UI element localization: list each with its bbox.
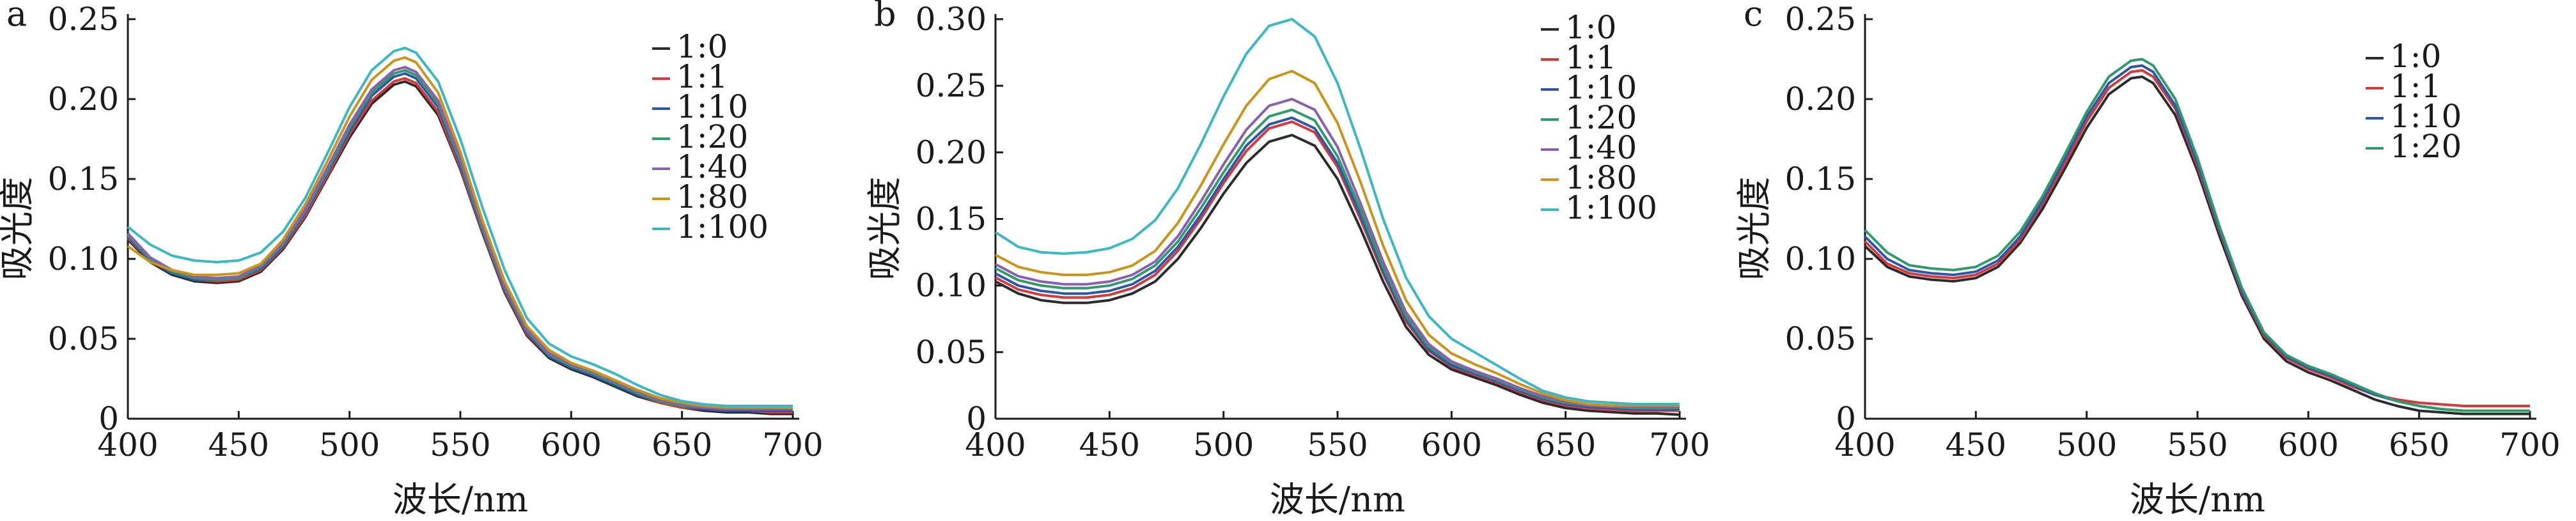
y-tick-label: 0.05 <box>1785 320 1856 357</box>
x-tick-label: 400 <box>97 426 158 463</box>
series-line-1-80 <box>995 70 1680 407</box>
x-tick-label: 450 <box>1079 426 1140 463</box>
y-tick-label: 0.10 <box>48 240 119 277</box>
y-axis-title: 吸光度 <box>1734 177 1774 281</box>
legend-label: 1:0 <box>1565 9 1616 46</box>
y-tick-label: 0.10 <box>1785 240 1856 277</box>
x-tick-label: 400 <box>1834 426 1895 463</box>
legend: 1:01:11:101:20 <box>2366 38 2462 165</box>
legend-label: 1:40 <box>1565 129 1637 166</box>
legend-label: 1:10 <box>2390 98 2462 135</box>
legend-label: 1:0 <box>676 28 728 65</box>
legend-label: 1:20 <box>2390 128 2462 165</box>
x-tick-label: 500 <box>319 426 380 463</box>
y-axis-title: 吸光度 <box>864 177 905 281</box>
x-tick-label: 650 <box>2389 426 2449 463</box>
series-line-1-1 <box>995 120 1680 412</box>
legend-label: 1:40 <box>676 148 748 185</box>
series-line-1-100 <box>994 18 1680 406</box>
panel-letter: c <box>1744 0 1763 34</box>
legend-label: 1:10 <box>676 88 748 125</box>
y-tick-label: 0 <box>1836 400 1856 437</box>
x-axis-title: 波长/nm <box>393 479 528 520</box>
series-line-1-80 <box>127 56 793 409</box>
legend-label: 1:80 <box>676 178 748 215</box>
series-line-1-0 <box>1864 75 2530 416</box>
y-tick-label: 0 <box>966 400 987 437</box>
chart-panel-b: b 400 450 500 550 600 650 700 0 0.05 0.10 0.15 0.20 0… <box>864 0 1710 520</box>
legend-label: 1:1 <box>1565 39 1616 76</box>
x-axis-title: 波长/nm <box>1270 479 1405 520</box>
chart-panel-a: a 400 450 500 550 600 650 700 0 0.05 0.10 0.15 0.20 0… <box>0 0 824 520</box>
y-axis-title: 吸光度 <box>0 177 37 281</box>
x-tick-label: 450 <box>1946 426 2006 463</box>
x-tick-label: 700 <box>762 426 823 463</box>
series-line-1-100 <box>127 47 793 407</box>
x-tick-label: 500 <box>2056 426 2117 463</box>
x-tick-label: 600 <box>2278 426 2339 463</box>
legend-label: 1:100 <box>1565 189 1657 226</box>
x-tick-label: 650 <box>1535 426 1596 463</box>
x-axis-title: 波长/nm <box>2130 479 2265 520</box>
y-tick-label: 0.15 <box>48 160 119 198</box>
series-line-1-10 <box>995 116 1680 411</box>
series-line-1-40 <box>127 66 793 410</box>
x-tick-label: 500 <box>1193 426 1254 463</box>
x-tick-label: 700 <box>2499 426 2560 463</box>
x-tick-label: 700 <box>1649 426 1710 463</box>
legend-label: 1:0 <box>2390 38 2441 75</box>
y-tick-label: 0 <box>98 400 119 437</box>
legend: 1:01:11:101:201:401:801:100 <box>1541 9 1657 226</box>
y-tick-label: 0.20 <box>916 134 987 171</box>
legend-label: 1:10 <box>1565 69 1637 106</box>
panel-letter: a <box>6 0 27 34</box>
y-tick-label: 0.25 <box>1785 1 1856 38</box>
x-tick-label: 550 <box>430 426 490 463</box>
legend-label: 1:1 <box>676 58 728 95</box>
x-tick-label: 600 <box>541 426 602 463</box>
legend: 1:01:11:101:201:401:801:100 <box>652 28 769 245</box>
legend-label: 1:20 <box>676 118 748 155</box>
series-line-1-1 <box>127 77 793 414</box>
y-tick-label: 0.25 <box>916 67 987 104</box>
legend-label: 1:80 <box>1565 159 1637 196</box>
panel-letter: b <box>874 0 896 34</box>
y-tick-label: 0.10 <box>916 267 987 304</box>
y-tick-label: 0.15 <box>916 201 987 238</box>
series-line-1-0 <box>995 134 1680 416</box>
y-tick-label: 0.05 <box>916 334 987 371</box>
y-tick-label: 0.05 <box>48 320 119 357</box>
x-tick-label: 400 <box>965 426 1026 463</box>
series-line-1-20 <box>995 108 1680 410</box>
legend-label: 1:1 <box>2390 68 2441 105</box>
y-tick-label: 0.20 <box>1785 81 1856 118</box>
x-tick-label: 600 <box>1421 426 1482 463</box>
chart-panel-c: c 400 450 500 550 600 650 700 0 0.05 0.10 0.15 0.20 0… <box>1734 0 2561 520</box>
series-line-1-40 <box>995 98 1680 408</box>
x-tick-label: 450 <box>208 426 269 463</box>
x-tick-label: 550 <box>2167 426 2228 463</box>
x-tick-label: 650 <box>652 426 712 463</box>
y-tick-label: 0.15 <box>1785 160 1856 198</box>
y-tick-label: 0.20 <box>48 81 119 118</box>
y-tick-label: 0.30 <box>916 1 987 38</box>
y-tick-label: 0.25 <box>48 1 119 38</box>
legend-label: 1:20 <box>1565 99 1637 136</box>
x-tick-label: 550 <box>1307 426 1368 463</box>
series-line-1-20 <box>1864 58 2530 412</box>
legend-label: 1:100 <box>676 208 769 245</box>
